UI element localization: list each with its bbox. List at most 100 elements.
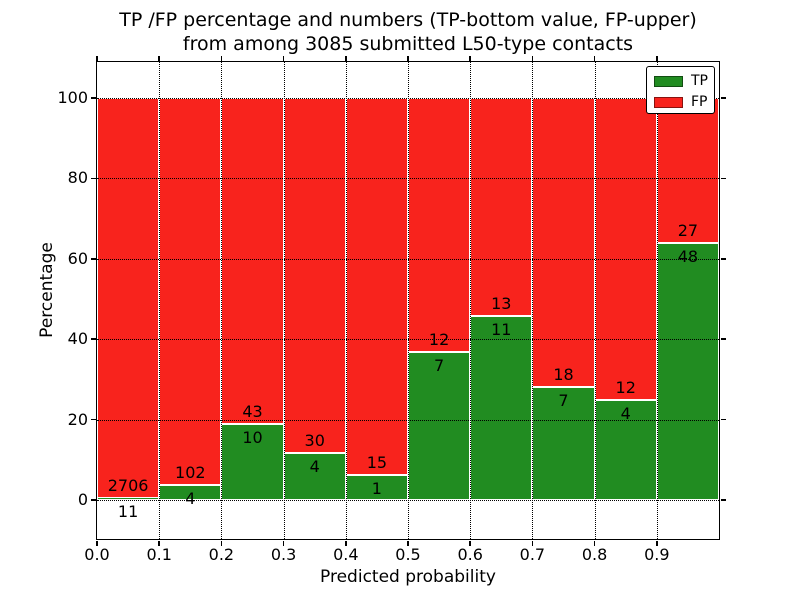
y-tick-right [720,338,726,340]
x-tick-label: 0.6 [457,545,483,564]
legend-item-label: FP [691,94,708,110]
fp-count-label: 102 [175,462,206,482]
bar-segment-tp [532,387,595,500]
x-tick-label: 0.1 [146,545,172,564]
y-tick-left [90,177,96,180]
v-gridline [159,62,161,539]
chart-title-line2: from among 3085 submitted L50-type conta… [182,33,634,55]
x-tick-label: 0.3 [270,545,297,564]
y-tick-label: 60 [67,248,88,268]
x-tick-top [282,55,285,61]
x-tick-label: 0.9 [644,545,670,564]
x-tick-bottom [282,540,285,546]
x-tick-bottom [469,540,471,546]
y-tick-label: 20 [67,409,88,429]
x-tick-top [656,55,658,61]
fp-count-label: 18 [553,365,574,385]
bar-segment-fp [594,98,657,400]
x-tick-label: 0.7 [519,545,546,564]
x-tick-bottom [656,540,658,546]
x-tick-label: 0.5 [395,545,421,564]
y-tick-left [90,418,96,421]
y-tick-right [720,418,726,421]
y-tick-right [720,258,726,260]
v-gridline [656,62,658,539]
fp-count-label: 15 [366,452,388,472]
chart-title-line1: TP /FP percentage and numbers (TP-bottom… [119,9,697,31]
fp-count-label: 12 [615,377,636,397]
y-tick-left [90,338,96,340]
bar-segment-fp [97,98,160,499]
x-tick-top [220,55,223,61]
bar-segment-tp [470,315,533,500]
fp-count-label: 2706 [107,476,149,496]
tp-count-label: 1 [371,478,382,498]
x-tick-top [593,55,596,61]
v-gridline [345,62,347,539]
v-gridline [283,62,285,539]
tp-count-label: 11 [491,319,512,339]
y-tick-label: 40 [67,329,88,349]
y-tick-label: 100 [57,88,88,107]
x-tick-bottom [158,540,160,546]
y-tick-left [90,97,96,99]
x-tick-bottom [531,540,534,546]
y-tick-right [720,499,726,501]
legend-item-label: TP [691,73,708,89]
y-tick-right [720,177,726,180]
x-tick-bottom [593,540,596,546]
chart-title: TP /FP percentage and numbers (TP-bottom… [97,8,719,56]
bar-segment-tp [656,242,719,500]
x-tick-label: 0.2 [208,545,235,564]
bar-segment-fp [159,98,222,485]
x-tick-top [158,55,160,61]
tp-count-label: 7 [558,391,569,411]
y-tick-label: 0 [77,490,88,509]
legend-swatch-icon [654,75,683,87]
tp-count-label: 11 [117,502,139,522]
y-tick-label: 80 [67,168,88,188]
x-tick-label: 0.0 [84,545,110,564]
y-axis-label: Percentage [37,242,57,338]
bar-segment-fp [408,98,471,352]
v-gridline [470,62,472,539]
x-tick-top [345,55,347,61]
tp-count-label: 48 [677,246,699,266]
legend-item-tp: TP [654,71,714,91]
x-tick-top [407,55,409,61]
v-gridline [221,62,223,539]
fp-count-label: 30 [304,430,325,450]
v-gridline [594,62,596,539]
bar-segment-fp [283,98,346,453]
legend-item-fp: FP [654,92,714,112]
plot-area: 2706 11 102 4 43 10 30 4 15 1 12 7 13 11 18 7 12 4 27 48 [97,62,719,539]
bar-segment-tp [594,399,657,500]
tp-count-label: 4 [185,488,196,508]
x-axis-label: Predicted probability [320,567,496,587]
y-tick-right [720,97,726,99]
y-tick-left [90,499,96,501]
fp-count-label: 13 [491,293,512,313]
x-tick-top [531,55,534,61]
fp-count-label: 12 [428,329,450,349]
fp-count-label: 43 [242,402,263,422]
tp-count-label: 7 [434,355,445,375]
bar-segment-fp [221,98,284,425]
v-gridline [408,62,409,539]
x-tick-top [469,55,471,61]
x-tick-label: 0.4 [333,545,359,564]
x-tick-bottom [220,540,223,546]
legend-swatch-icon [654,96,683,108]
bar-segment-fp [470,98,533,316]
bar-segment-fp [345,98,408,475]
tp-count-label: 4 [620,403,631,423]
bar-segment-fp [656,98,719,243]
fp-count-label: 27 [677,220,699,240]
v-gridline [532,62,534,539]
x-tick-bottom [407,540,409,546]
x-tick-top [96,55,98,61]
bar-segment-tp [97,497,160,500]
legend: TP FP [646,66,715,114]
bar-segment-tp [345,474,408,500]
tp-count-label: 4 [309,456,320,476]
